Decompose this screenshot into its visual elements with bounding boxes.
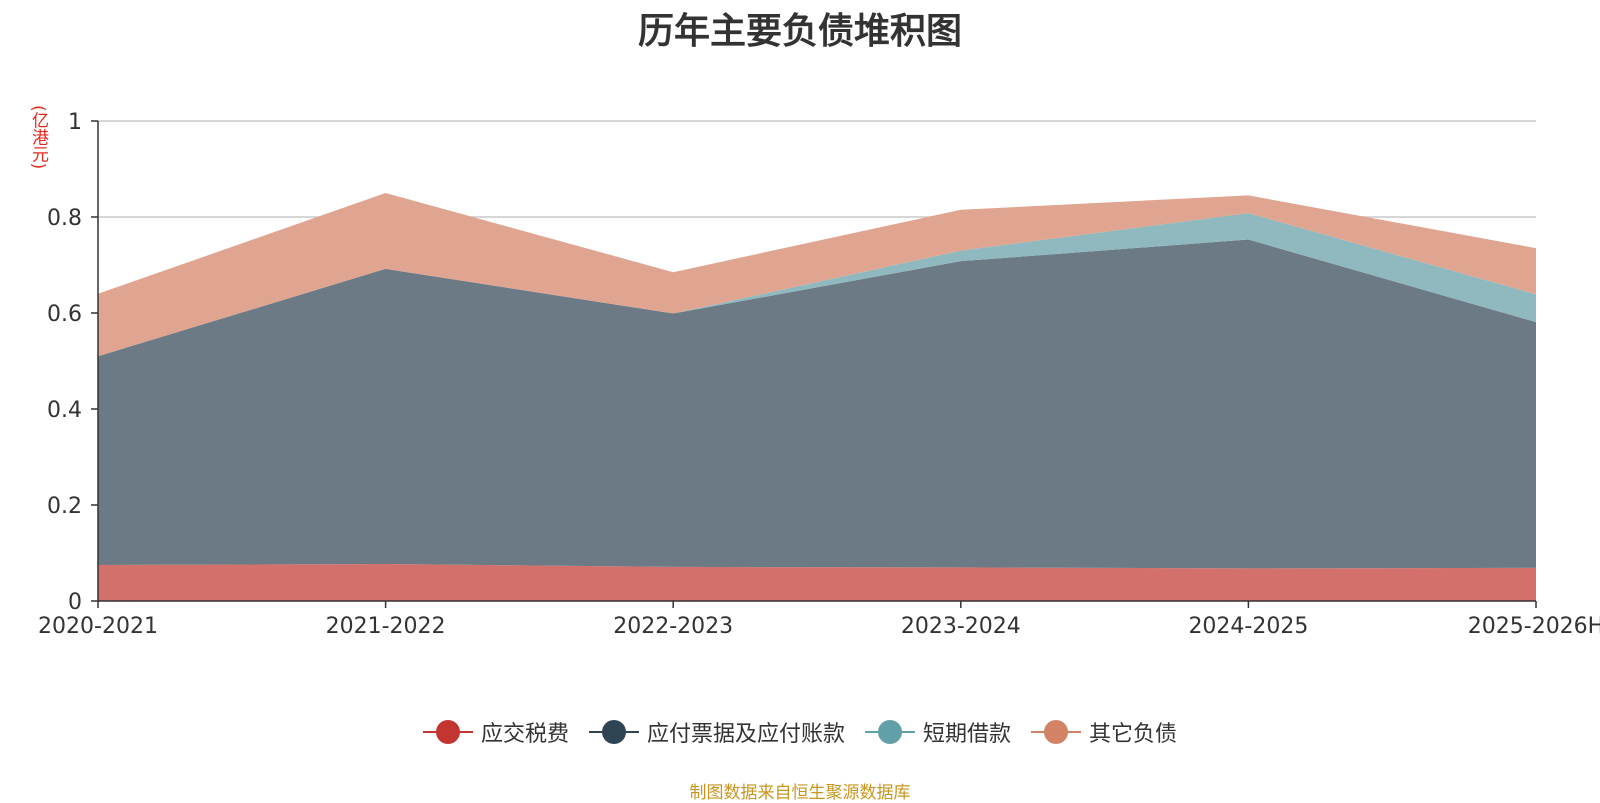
legend-item[interactable]: 应交税费 [422, 716, 569, 748]
legend-label: 短期借款 [923, 722, 1012, 747]
legend-label: 其它负债 [1089, 722, 1178, 747]
x-tick-label: 2022-2023 [613, 614, 733, 639]
y-tick-label: 0.4 [47, 398, 82, 423]
y-tick-label: 0.8 [47, 206, 82, 231]
chart-title: 历年主要负债堆积图 [637, 11, 962, 52]
area-series [98, 193, 1536, 601]
legend: 应交税费 应付票据及应付账款 短期借款 其它负债 [0, 716, 1600, 748]
legend-marker-icon [865, 720, 915, 744]
axes: 0 0.2 0.4 0.6 0.8 1 2020-2021 2021-2022 2022-202… [38, 110, 1600, 639]
legend-item[interactable]: 其它负债 [1031, 716, 1177, 748]
area-series-3 [98, 213, 1536, 357]
legend-marker-icon [588, 720, 639, 744]
y-tick-label: 0 [68, 590, 82, 615]
x-tick-label: 2025-2026H [1468, 614, 1600, 639]
legend-item[interactable]: 应付票据及应付账款 [588, 716, 845, 748]
y-tick-label: 0.6 [47, 302, 82, 327]
y-tick-label: 1 [68, 110, 82, 135]
x-tick-label: 2023-2024 [901, 614, 1021, 639]
area-series-4 [98, 193, 1536, 357]
legend-item[interactable]: 短期借款 [865, 716, 1011, 748]
legend-label: 应交税费 [480, 722, 569, 747]
legend-marker-icon [422, 720, 473, 744]
x-tick-label: 2021-2022 [326, 614, 446, 639]
y-tick-label: 0.2 [47, 494, 82, 519]
source-note: 制图数据来自恒生聚源数据库 [689, 783, 911, 803]
area-series-1 [98, 564, 1536, 601]
legend-label: 应付票据及应付账款 [646, 722, 845, 747]
legend-marker-icon [1031, 720, 1082, 744]
y-axis-unit-label: (亿港元) [28, 105, 48, 170]
x-tick-label: 2024-2025 [1188, 614, 1308, 639]
x-tick-label: 2020-2021 [38, 614, 158, 639]
area-series-2 [98, 239, 1536, 569]
